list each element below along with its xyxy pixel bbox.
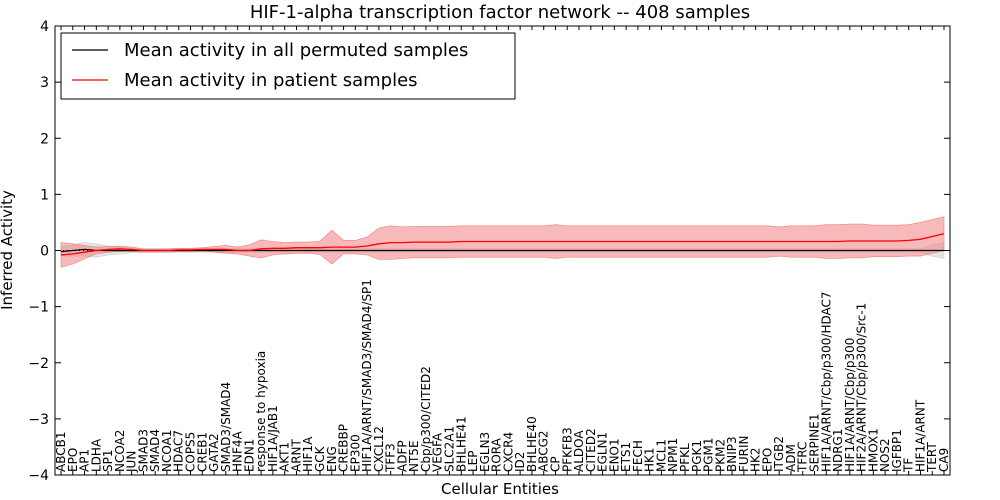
x-tick-label: FURIN	[737, 435, 751, 472]
x-tick-label: PGM1	[702, 437, 716, 472]
x-tick-label: ITGB2	[772, 436, 786, 472]
x-tick-label: HMOX1	[866, 428, 880, 472]
x-tick-label: NCOA1	[160, 430, 174, 472]
x-tick-label: HIF1A	[301, 436, 315, 472]
x-tick-label: NOS2	[878, 438, 892, 472]
plot-area: −4−3−2−101234ABCB1EPOAP1LDHASP1NCOA2JUNS…	[28, 19, 951, 484]
x-tick-label: SMAD3/SMAD4	[219, 382, 233, 472]
y-tick-label: −4	[28, 468, 49, 484]
x-tick-label: EGLN3	[478, 432, 492, 472]
y-tick-label: 0	[40, 244, 49, 260]
x-tick-label: JUN	[125, 451, 139, 473]
x-tick-label: EPO	[66, 448, 80, 472]
x-tick-label: ABCG2	[537, 430, 551, 472]
x-tick-label: TFRC	[796, 442, 810, 473]
x-tick-label: ARNT	[290, 438, 304, 472]
x-tick-label: AP1	[78, 449, 92, 472]
x-tick-label: EDN1	[242, 439, 256, 472]
x-tick-label: GATA2	[207, 433, 221, 472]
x-tick-label: GCK	[313, 445, 327, 472]
x-tick-label: NPM1	[666, 438, 680, 472]
x-tick-label: PFKL	[678, 443, 692, 472]
legend-label-0: Mean activity in all permuted samples	[124, 40, 468, 61]
x-tick-label: SMAD3	[136, 429, 150, 472]
x-tick-label: SLC2A1	[443, 426, 457, 472]
x-tick-label: CP	[549, 456, 563, 472]
x-tick-label: NDRG1	[831, 429, 845, 473]
x-tick-label: ALDOA	[572, 430, 586, 472]
x-tick-label: HIF2A/ARNT/Cbp/p300/Src-1	[855, 303, 869, 472]
y-tick-label: 1	[40, 187, 49, 203]
y-tick-label: −1	[28, 300, 49, 316]
x-tick-label: SP1	[101, 450, 115, 473]
series-line-0	[60, 248, 944, 253]
x-tick-label: SERPINE1	[808, 413, 822, 472]
x-tick-label: LEP	[466, 450, 480, 472]
x-tick-label: ENG	[325, 446, 339, 472]
x-tick-label: TERT	[925, 442, 939, 473]
x-tick-label: ADM	[784, 444, 798, 472]
x-tick-label: CREB1	[195, 432, 209, 472]
x-tick-label: IGFBP1	[890, 429, 904, 472]
x-tick-label: CA9	[937, 448, 951, 472]
legend-box	[60, 32, 516, 100]
x-tick-label: TFF3	[384, 443, 398, 473]
y-axis-label: Inferred Activity	[0, 190, 16, 310]
x-tick-label: ETS1	[619, 442, 633, 472]
x-tick-label: HIF1A/ARNT	[914, 399, 928, 472]
x-tick-label: COPS5	[184, 432, 198, 472]
x-tick-label: CREBBP	[337, 424, 351, 472]
x-tick-label: MCL1	[654, 439, 668, 472]
x-tick-label: EP300	[348, 434, 362, 472]
x-tick-label: HIF1A/ARNT/Cbp/p300/HDAC7	[819, 291, 833, 472]
x-tick-label: PKM2	[713, 439, 727, 472]
legend-label-1: Mean activity in patient samples	[124, 70, 418, 91]
x-tick-label: BHLHE41	[454, 416, 468, 472]
y-tick-label: 2	[40, 131, 49, 147]
x-tick-label: LDHA	[89, 438, 103, 472]
x-tick-label: response to hypoxia	[254, 351, 268, 472]
y-tick-label: −2	[28, 356, 49, 372]
x-tick-label: HNF4A	[231, 430, 245, 472]
x-tick-label: PFKFB3	[560, 427, 574, 472]
x-tick-label: RORA	[490, 437, 504, 472]
x-tick-label: CXCR4	[501, 432, 515, 472]
x-tick-label: SMAD4	[148, 429, 162, 472]
x-tick-label: ID2	[513, 452, 527, 472]
x-tick-label: ADFP	[395, 440, 409, 472]
x-tick-label: HDAC7	[172, 430, 186, 472]
x-tick-label: Cbp/p300/CITED2	[419, 366, 433, 472]
x-tick-label: TF	[902, 458, 916, 473]
x-tick-label: VEGFA	[431, 432, 445, 472]
x-tick-label: HIF1A/JAB1	[266, 405, 280, 472]
x-tick-label: EGLN1	[596, 432, 610, 472]
chart-title: HIF-1-alpha transcription factor network…	[250, 2, 750, 23]
y-tick-label: −3	[28, 412, 49, 428]
x-axis-label: Cellular Entities	[441, 480, 559, 498]
y-tick-label: 4	[40, 19, 49, 35]
x-tick-label: CXCL12	[372, 426, 386, 472]
x-tick-label: EPO	[760, 448, 774, 472]
x-tick-label: HK1	[643, 447, 657, 472]
x-tick-label: PGK1	[690, 440, 704, 472]
x-tick-label: ENO1	[607, 438, 621, 472]
x-tick-label: HIF1A/ARNT/Cbp/p300	[843, 338, 857, 472]
x-tick-label: HIF1A/ARNT/SMAD3/SMAD4/SP1	[360, 279, 374, 472]
x-tick-label: CITED2	[584, 428, 598, 472]
x-tick-label: FECH	[631, 440, 645, 472]
x-tick-label: HK2	[749, 447, 763, 472]
x-tick-label: ABCB1	[54, 432, 68, 472]
x-tick-label: NT5E	[407, 440, 421, 472]
y-tick-label: 3	[40, 75, 49, 91]
series-line-1	[60, 233, 945, 256]
x-tick-label: NCOA2	[113, 430, 127, 472]
x-tick-label: BNIP3	[725, 436, 739, 472]
x-tick-label: BHLHE40	[525, 416, 539, 472]
legend: Mean activity in all permuted samples Mea…	[60, 32, 516, 100]
x-tick-label: AKT1	[278, 442, 292, 472]
